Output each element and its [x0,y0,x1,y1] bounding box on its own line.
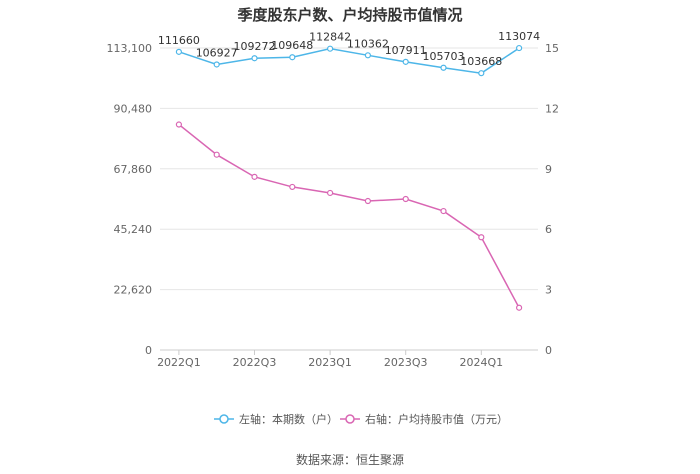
holders-point [364,52,371,59]
holders-point [175,48,182,55]
left-axis-tick-label: 22,620 [114,284,153,297]
avg-value-point [364,197,371,205]
right-axis-tick-label: 15 [545,42,559,55]
data-label: 103668 [460,55,502,68]
holders-point [251,55,258,62]
right-axis-tick-label: 0 [545,344,552,357]
right-axis-tick-label: 12 [545,102,559,115]
data-source: 数据来源：恒生聚源 [295,453,404,467]
right-axis-tick-label: 3 [545,284,552,297]
avg-value-point [515,304,523,311]
x-axis-tick-label: 2024Q1 [459,356,503,369]
legend-swatch-marker [345,414,355,424]
x-axis-tick-label: 2022Q1 [157,356,201,369]
avg-value-point [289,183,296,191]
avg-value-point [402,195,409,203]
holders-point [515,44,523,52]
left-axis-tick-label: 67,860 [114,163,153,176]
left-axis-tick-label: 0 [145,344,152,357]
data-label: 113074 [498,30,540,43]
x-axis-tick-label: 2023Q1 [308,356,352,369]
right-axis-tick-label: 9 [545,163,552,176]
holders-point [478,70,485,77]
data-label: 105703 [423,50,465,63]
x-axis-tick-label: 2022Q3 [233,356,277,369]
data-label: 111660 [158,34,200,47]
holders-point [289,54,296,61]
data-label: 109272 [234,40,276,53]
avg-value-line [178,123,520,309]
holders-point [402,58,409,65]
holders-point [213,61,220,68]
data-label: 110362 [347,37,389,50]
avg-value-point [440,207,447,215]
chart-title: 季度股东户数、户均持股市值情况 [237,6,463,24]
data-label: 109648 [271,39,313,52]
legend-label: 左轴：本期数（户） [239,412,338,426]
avg-value-point [175,121,182,128]
avg-value-point [327,189,334,197]
left-axis-tick-label: 90,480 [114,102,153,115]
data-label: 107911 [385,44,427,57]
holders-point [327,45,334,52]
avg-value-point [251,173,258,180]
right-axis-tick-label: 6 [545,223,552,236]
x-axis-tick-label: 2023Q3 [384,356,428,369]
left-axis-tick-label: 113,100 [107,42,153,55]
data-label: 112842 [309,31,351,44]
avg-value-point [478,234,485,241]
legend-swatch-marker [219,414,229,424]
avg-value-point [213,151,220,158]
holders-line [178,47,520,74]
left-axis-tick-label: 45,240 [114,223,153,236]
data-label: 106927 [196,46,238,59]
holders-point [440,64,447,71]
legend-label: 右轴：户均持股市值（万元） [365,412,508,426]
